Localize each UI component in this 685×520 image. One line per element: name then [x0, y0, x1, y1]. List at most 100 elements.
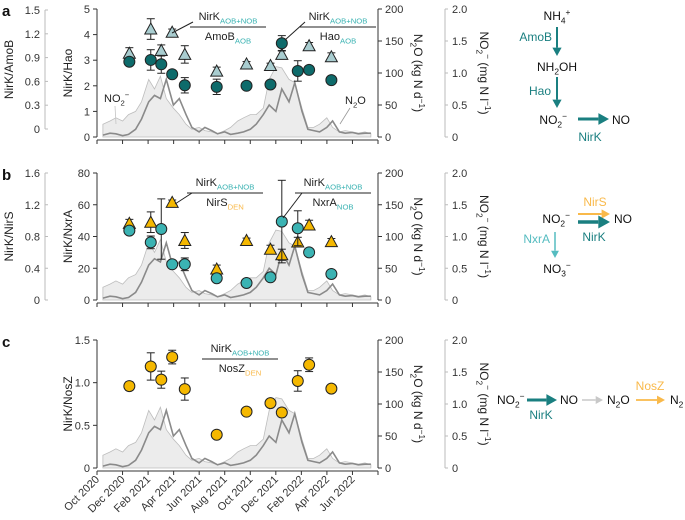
fraction-denominator-segment: AOB	[235, 36, 251, 45]
data-point-circle	[144, 360, 157, 373]
left-axis-tick-label: 60	[78, 200, 90, 212]
n2o-axis-tick-label: 100	[385, 232, 403, 244]
species-no2-segment: −	[520, 391, 525, 401]
data-point-triangle	[143, 215, 158, 228]
no2-axis-label-segment: )	[477, 111, 491, 115]
data-point-circle	[210, 80, 223, 93]
no-reduction-arrow	[582, 396, 603, 404]
data-point-circle	[325, 267, 338, 280]
fraction-denominator-segment: NirS	[206, 197, 227, 209]
enzyme-nxra: NxrA	[523, 232, 550, 246]
data-point-triangle	[154, 43, 169, 56]
fraction-numerator-segment: AOB+NOB	[330, 16, 367, 25]
nosz-arrow	[636, 395, 665, 405]
no2-series-label-segment: NO	[104, 93, 121, 105]
data-point-circle	[240, 79, 253, 92]
species-nh4-segment: 4	[561, 16, 566, 26]
n2o-axis-label: N2O (kg N d−1)	[408, 365, 426, 443]
species-nh4-segment: +	[566, 7, 571, 17]
data-point-circle	[325, 74, 338, 87]
outer-axis-tick-label: 0	[34, 124, 40, 136]
nirk-arrow	[578, 113, 609, 125]
fraction-numerator-segment: AOB+NOB	[217, 182, 254, 191]
arrow-head-icon	[657, 395, 665, 405]
outer-axis-tick-label: 0.8	[25, 232, 40, 244]
no2-axis-label-segment: )	[477, 442, 491, 446]
fraction-denominator-segment: Hao	[320, 31, 340, 43]
data-point-triangle	[274, 47, 289, 60]
left-axis-tick-label: 1.0	[75, 378, 90, 390]
n2o-axis-tick-label: 200	[385, 168, 403, 180]
no2-axis-tick-label: 1.5	[452, 200, 467, 212]
data-point-circle	[144, 236, 157, 249]
species-nh2oh-segment: NH	[537, 60, 554, 74]
left-axis-label: NirK/NxrA	[61, 210, 75, 263]
data-point-circle	[166, 258, 179, 271]
n2o-axis-label-segment: N	[411, 34, 425, 43]
no2-label-leader	[114, 105, 117, 125]
panel-b: b020406080NirK/NxrA00.40.81.21.6NirK/Nir…	[2, 167, 493, 307]
no2-series-label-segment: 2	[121, 98, 125, 107]
arrow-head-icon	[546, 394, 557, 406]
arrow-head-icon	[598, 215, 610, 229]
n2o-axis-label-segment: −1	[417, 262, 427, 272]
species-no2-segment: 2	[557, 120, 562, 130]
enzyme-hao: Hao	[529, 84, 551, 98]
panel-label: c	[2, 334, 10, 351]
data-point-circle	[303, 246, 316, 259]
n2o-axis-label: N2O (kg N d−1)	[408, 197, 426, 275]
no2-series-label-segment: −	[125, 91, 130, 100]
arrow-head-icon	[598, 113, 609, 125]
enzyme-nirk: NirK	[582, 230, 605, 244]
nxra-arrow	[551, 232, 559, 258]
n2o-axis-label-segment: )	[411, 108, 425, 112]
n2o-line	[102, 76, 371, 137]
species-no2: NO2−	[542, 210, 570, 228]
left-axis-tick-label: 3	[84, 55, 90, 67]
data-point-triangle	[302, 38, 316, 52]
fraction-denominator-segment: DEN	[245, 368, 261, 377]
left-axis-label-segment: NirK/Hao	[61, 48, 75, 97]
species-no3-segment: −	[566, 260, 571, 270]
n2o-axis-label-segment: O (kg N d	[411, 47, 425, 98]
species-no-segment: NO	[560, 393, 578, 407]
no2-axis-tick-label: 0	[452, 295, 458, 307]
n2o-axis-label-segment: O (kg N d	[411, 378, 425, 429]
arrow-head-icon	[601, 209, 610, 219]
fraction-denominator: NirSDEN	[206, 197, 244, 211]
fraction-denominator-segment: AmoB	[205, 31, 235, 43]
n2o-series-label-segment: O	[357, 95, 366, 107]
data-point-triangle	[239, 56, 254, 70]
data-point-circle	[275, 406, 288, 419]
left-axis-label: NirK/Hao	[61, 48, 75, 97]
fraction-numerator: NirKAOB+NOB	[199, 11, 258, 25]
data-point-circle	[275, 37, 288, 50]
n2o-axis-label-segment: 2	[408, 374, 418, 379]
left-axis-tick-label: 5	[84, 4, 90, 16]
data-point-circle	[264, 397, 277, 410]
data-point-circle	[303, 63, 316, 76]
n2o-axis-tick-label: 50	[385, 431, 397, 443]
data-point-triangle	[324, 49, 339, 63]
n2o-axis-tick-label: 50	[385, 100, 397, 112]
n2o-axis-tick-label: 0	[385, 295, 391, 307]
enzyme-nirs: NirS	[583, 195, 606, 209]
outer-axis-tick-label: 0.3	[25, 100, 40, 112]
n2o-axis-label-segment: O (kg N d	[411, 211, 425, 262]
species-no2-segment: NO	[497, 393, 515, 407]
outer-axis-tick-label: 0	[34, 295, 40, 307]
outer-axis-tick-label: 1.5	[25, 5, 40, 17]
species-n2o-segment: N	[607, 393, 616, 407]
arrow-head-icon	[551, 250, 559, 258]
fraction-numerator-segment: NirK	[211, 343, 233, 355]
species-no2: NO2−	[497, 391, 525, 409]
left-axis-tick-label: 80	[78, 168, 90, 180]
species-nh4: NH4+	[544, 7, 571, 25]
no2-axis-label-segment: NO	[477, 195, 491, 213]
no2-axis-tick-label: 0.5	[452, 100, 467, 112]
data-point-circle	[166, 351, 179, 364]
n2o-axis-tick-label: 150	[385, 367, 403, 379]
data-point-circle	[178, 258, 191, 271]
